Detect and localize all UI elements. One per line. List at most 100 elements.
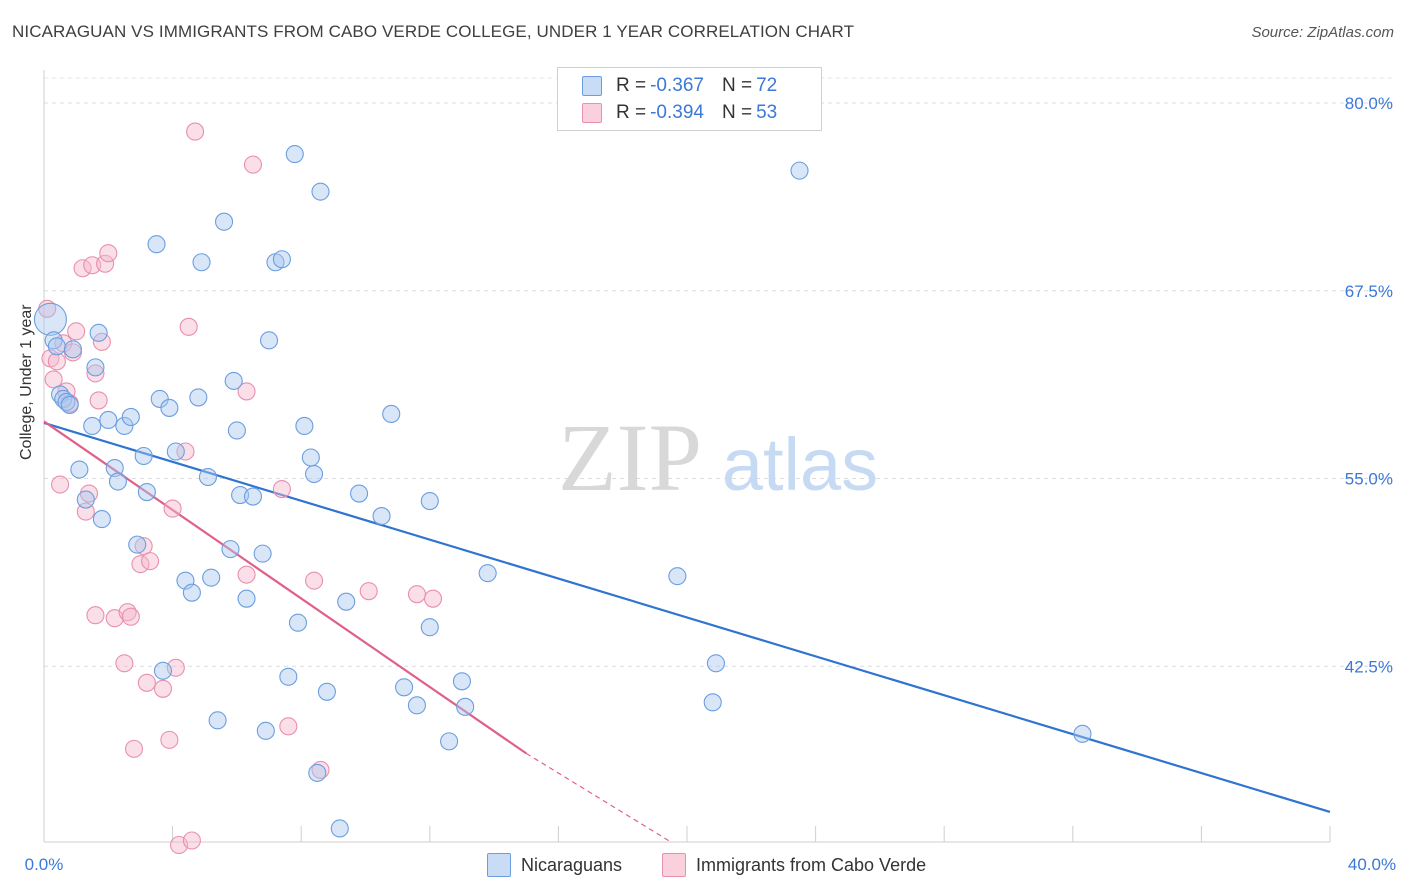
data-point-nicaraguan (305, 464, 324, 484)
legend-n-label: N = (721, 75, 753, 96)
data-point-nicaraguan (317, 682, 336, 701)
data-point-cabo-verde (163, 499, 182, 518)
data-point-nicaraguan (253, 544, 272, 563)
watermark-zip: ZIP (558, 404, 702, 511)
legend-n-value: 72 (756, 75, 778, 96)
data-point-cabo-verde (67, 322, 86, 341)
data-point-nicaraguan (372, 507, 391, 526)
data-point-cabo-verde (115, 654, 134, 673)
data-point-cabo-verde (186, 122, 205, 141)
data-point-cabo-verde (305, 571, 324, 590)
data-point-nicaraguan (337, 592, 356, 611)
data-point-nicaraguan (279, 667, 298, 686)
data-point-cabo-verde (179, 317, 198, 336)
source-label: Source: ZipAtlas.com (1251, 24, 1394, 41)
data-point-cabo-verde (121, 607, 140, 626)
legend-r-label: R = (616, 102, 647, 123)
data-point-nicaraguan (76, 490, 95, 509)
bottom-legend-nicaraguans: Nicaraguans (487, 853, 622, 877)
data-point-cabo-verde (272, 479, 291, 499)
correlation-legend: R = -0.367 N = 72 R = -0.394 N = 53 (557, 67, 822, 131)
data-point-nicaraguan (243, 487, 263, 506)
data-point-nicaraguan (478, 564, 497, 583)
data-point-nicaraguan (330, 819, 349, 838)
data-point-nicaraguan (420, 492, 439, 511)
x-tick-label: 0.0% (25, 855, 64, 874)
data-point-nicaraguan (420, 618, 439, 637)
data-point-cabo-verde (47, 352, 66, 371)
data-point-nicaraguan (237, 589, 256, 608)
data-point-cabo-verde (182, 831, 201, 850)
data-point-nicaraguan (221, 540, 240, 559)
data-point-nicaraguan (285, 145, 304, 164)
y-tick-label: 67.5% (1345, 282, 1393, 301)
x-tick-label: 40.0% (1348, 855, 1396, 874)
data-point-cabo-verde (243, 155, 263, 174)
data-point-cabo-verde (176, 442, 195, 461)
data-point-nicaraguan (137, 482, 156, 502)
data-point-cabo-verde (160, 730, 179, 749)
legend-row-cabo-verde: R = -0.394 N = 53 (582, 101, 777, 125)
data-point-nicaraguan (108, 472, 127, 491)
data-point-nicaraguan (47, 337, 66, 356)
data-point-nicaraguan (272, 250, 291, 269)
legend-r-value: -0.367 (650, 75, 704, 96)
legend-swatch-pink (582, 103, 602, 123)
y-axis-label: College, Under 1 year (18, 304, 35, 460)
data-point-nicaraguan (86, 358, 105, 377)
data-point-nicaraguan (440, 732, 459, 751)
data-point-nicaraguan (706, 654, 725, 673)
data-point-nicaraguan (99, 410, 118, 430)
data-point-nicaraguan (105, 458, 124, 478)
data-point-cabo-verde (96, 254, 115, 273)
legend-swatch-blue (582, 76, 602, 96)
data-point-cabo-verde (89, 391, 108, 410)
data-point-nicaraguan (208, 711, 227, 730)
data-point-cabo-verde (134, 537, 153, 556)
tick-labels: 42.5% 55.0% 67.5% 80.0% 0.0% 40.0% (25, 94, 1396, 874)
data-point-nicaraguan (189, 388, 208, 407)
watermark-atlas: atlas (722, 423, 878, 506)
bottom-legend-cabo-verde: Immigrants from Cabo Verde (662, 853, 926, 877)
data-point-cabo-verde (51, 475, 70, 494)
data-point-cabo-verde (99, 244, 118, 263)
data-point-nicaraguan (134, 446, 153, 466)
data-point-nicaraguan (57, 392, 76, 411)
data-point-nicaraguan (150, 389, 169, 408)
chart-title: NICARAGUAN VS IMMIGRANTS FROM CABO VERDE… (12, 22, 855, 41)
data-point-nicaraguan (153, 661, 173, 680)
data-point-nicaraguan (350, 484, 369, 503)
data-point-nicaraguan (301, 448, 320, 467)
data-point-cabo-verde (407, 585, 426, 604)
bottom-legend-swatch-blue (487, 853, 511, 877)
data-point-cabo-verde (86, 364, 105, 383)
data-point-nicaraguan (295, 416, 314, 436)
bottom-legend-swatch-pink (662, 853, 686, 877)
data-point-nicaraguan (92, 510, 111, 529)
trend-line-nicaraguans (43, 421, 1331, 814)
data-point-nicaraguan (668, 567, 687, 586)
data-point-nicaraguan (311, 182, 330, 201)
data-point-nicaraguan (33, 302, 67, 336)
legend-n-label: N = (721, 102, 753, 123)
data-point-nicaraguan (89, 323, 108, 342)
data-point-nicaraguan (395, 678, 414, 697)
y-tick-label: 55.0% (1345, 470, 1393, 489)
axes (43, 70, 1331, 843)
data-point-nicaraguan (703, 693, 722, 712)
data-point-cabo-verde (124, 739, 144, 758)
data-point-nicaraguan (227, 421, 246, 440)
data-point-nicaraguan (83, 416, 102, 436)
y-tick-label: 80.0% (1345, 94, 1393, 113)
points-nicaraguans (33, 145, 1092, 838)
data-point-nicaraguan (790, 161, 809, 180)
data-point-nicaraguan (224, 371, 243, 390)
watermark: ZIP atlas (558, 404, 878, 511)
data-point-nicaraguan (182, 583, 201, 602)
data-point-cabo-verde (44, 370, 63, 389)
data-point-nicaraguan (63, 340, 82, 359)
data-point-nicaraguan (60, 395, 79, 414)
legend-row-nicaraguans: R = -0.367 N = 72 (582, 74, 777, 98)
data-point-nicaraguan (202, 568, 221, 587)
data-point-nicaraguan (256, 721, 275, 740)
